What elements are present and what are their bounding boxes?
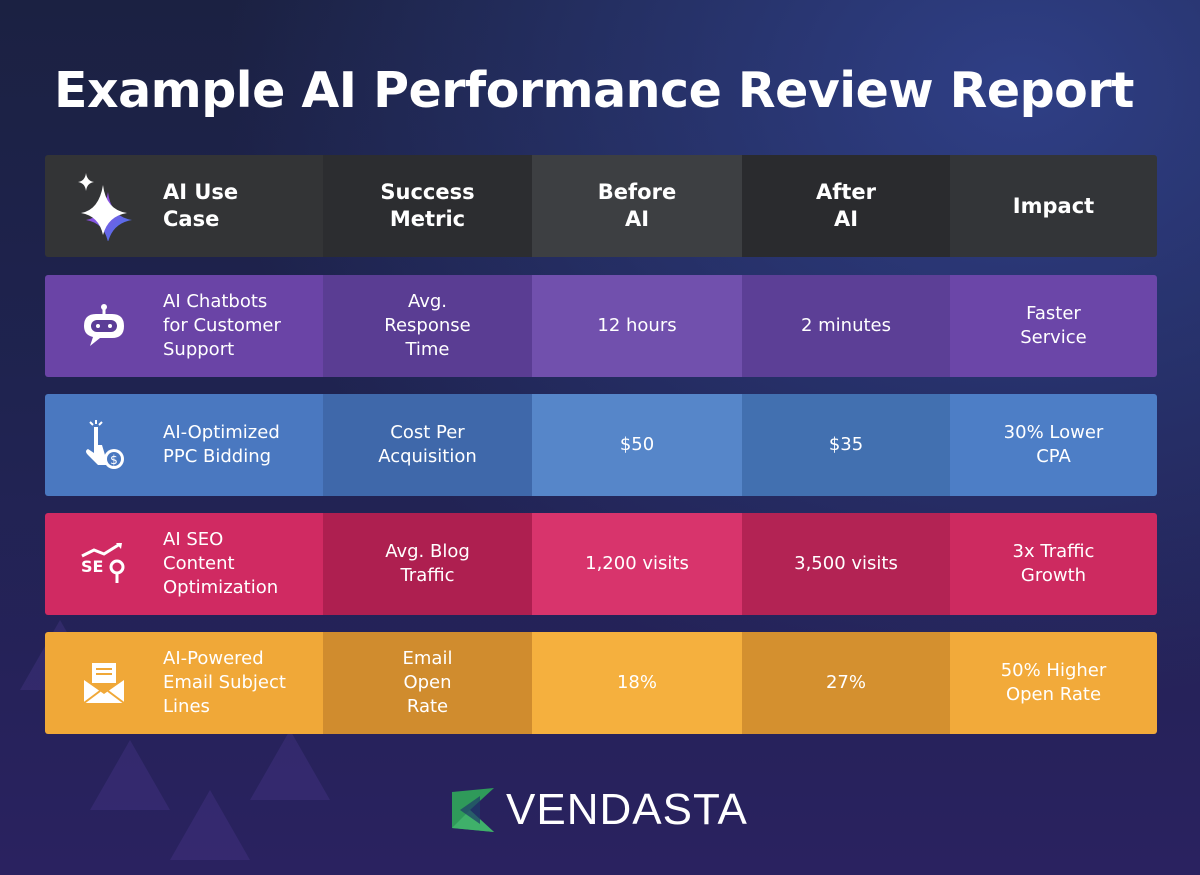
table-row: AI-Powered Email Subject Lines Email Ope…	[45, 632, 1157, 734]
before-cell: 12 hours	[532, 275, 742, 377]
vendasta-mark-icon	[452, 788, 494, 832]
after-cell: 27%	[742, 632, 950, 734]
use-case-cell: SE AI SEO Content Optimization	[45, 513, 323, 615]
after-cell: 3,500 visits	[742, 513, 950, 615]
use-case-label: AI-Optimized PPC Bidding	[163, 422, 280, 467]
chatbot-icon	[45, 302, 163, 350]
metric-cell: Cost Per Acquisition	[323, 394, 532, 496]
background-triangle	[250, 730, 330, 800]
impact-cell: Faster Service	[950, 275, 1157, 377]
use-case-label: AI-Powered Email Subject Lines	[163, 648, 286, 717]
after-cell: $35	[742, 394, 950, 496]
table-header: AI Use Case Success Metric Before AI Aft…	[45, 155, 1157, 257]
header-after-ai: After AI	[742, 155, 950, 257]
page-title: Example AI Performance Review Report	[54, 62, 1134, 119]
svg-text:SE: SE	[81, 557, 103, 576]
use-case-label: AI SEO Content Optimization	[163, 529, 279, 598]
use-case-cell: $ AI-Optimized PPC Bidding	[45, 394, 323, 496]
header-before-ai: Before AI	[532, 155, 742, 257]
metric-cell: Email Open Rate	[323, 632, 532, 734]
seo-icon: SE	[45, 542, 163, 586]
header-impact: Impact	[950, 155, 1157, 257]
use-case-cell: AI-Powered Email Subject Lines	[45, 632, 323, 734]
table-row: SE AI SEO Content Optimization Avg. Blog …	[45, 513, 1157, 615]
header-success-metric: Success Metric	[323, 155, 532, 257]
metric-cell: Avg. Blog Traffic	[323, 513, 532, 615]
header-use-case: AI Use Case	[45, 155, 323, 257]
vendasta-logo: VENDASTA	[450, 785, 748, 835]
use-case-label: AI Chatbots for Customer Support	[163, 291, 281, 360]
sparkle-icon	[45, 171, 163, 241]
email-icon	[45, 662, 163, 704]
before-cell: $50	[532, 394, 742, 496]
impact-cell: 30% Lower CPA	[950, 394, 1157, 496]
use-case-cell: AI Chatbots for Customer Support	[45, 275, 323, 377]
after-cell: 2 minutes	[742, 275, 950, 377]
header-use-case-label: AI Use Case	[163, 180, 239, 231]
table-row: $ AI-Optimized PPC Bidding Cost Per Acqui…	[45, 394, 1157, 496]
impact-cell: 50% Higher Open Rate	[950, 632, 1157, 734]
table-row: AI Chatbots for Customer Support Avg. Re…	[45, 275, 1157, 377]
brand-name: VENDASTA	[506, 785, 748, 834]
metric-cell: Avg. Response Time	[323, 275, 532, 377]
svg-text:$: $	[110, 453, 118, 467]
click-dollar-icon: $	[45, 419, 163, 471]
background-triangle	[170, 790, 250, 860]
before-cell: 1,200 visits	[532, 513, 742, 615]
impact-cell: 3x Traffic Growth	[950, 513, 1157, 615]
before-cell: 18%	[532, 632, 742, 734]
background-triangle	[90, 740, 170, 810]
